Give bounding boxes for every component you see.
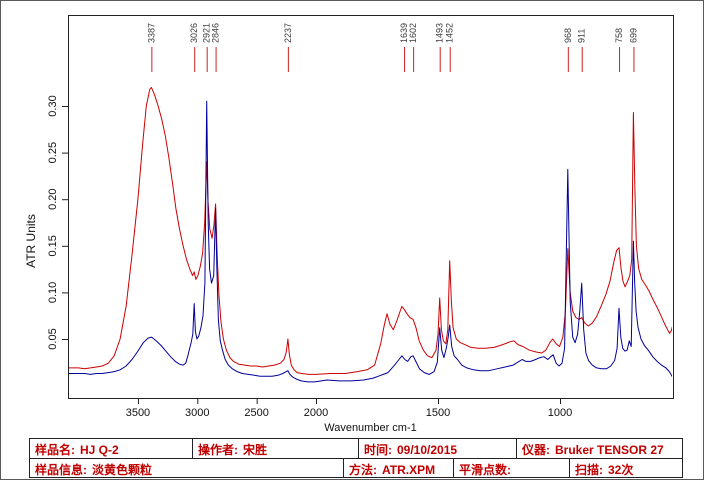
- sample-name-value: HJ Q-2: [80, 443, 119, 457]
- sample-name-label: 样品名:: [35, 443, 75, 457]
- y-tick-label: 0.25: [47, 142, 59, 163]
- x-axis-title: Wavenumber cm-1: [324, 422, 417, 434]
- peak-wavenumber-label: 911: [577, 29, 587, 43]
- operator-value: 宋胜: [243, 443, 268, 457]
- operator-label: 操作者:: [198, 443, 238, 457]
- y-tick-label: 0.10: [47, 282, 59, 303]
- x-tick-label: 3500: [126, 407, 150, 419]
- y-axis: 0.05 0.10 0.15 0.20 0.25 0.30 ATR Units: [24, 95, 68, 350]
- method-label: 方法:: [349, 463, 377, 477]
- peak-wavenumber-label: 1639: [399, 23, 409, 43]
- sample-info-table: 样品名: HJ Q-2 操作者: 宋胜 时间: 09/10/2015 仪器: Bruke…: [29, 438, 683, 478]
- y-tick-label: 0.15: [47, 235, 59, 256]
- y-tick-label: 0.30: [47, 95, 59, 116]
- peak-wavenumber-label: 699: [628, 28, 638, 43]
- peak-wavenumber-label: 1493: [435, 23, 445, 43]
- sample-info-label: 样品信息:: [35, 463, 87, 477]
- scans-label: 扫描:: [575, 463, 603, 477]
- x-tick-label: 1500: [426, 407, 450, 419]
- x-tick-label: 2500: [244, 407, 268, 419]
- operator-cell: 操作者: 宋胜: [193, 439, 359, 458]
- spectra-traces: [69, 86, 672, 383]
- peak-wavenumber-label: 758: [614, 28, 624, 43]
- x-tick-label: 1000: [548, 407, 572, 419]
- sample-name-cell: 样品名: HJ Q-2: [30, 439, 193, 458]
- method-cell: 方法: ATR.XPM: [344, 459, 454, 477]
- scans-value: 32次: [608, 463, 634, 477]
- x-axis: 3500 3000 2500 2000 1500 1000 Wavenumber cm-1: [126, 398, 572, 434]
- y-tick-label: 0.05: [47, 328, 59, 349]
- date-cell: 时间: 09/10/2015: [359, 439, 517, 458]
- smoothing-points-cell: 平滑点数:: [454, 459, 570, 477]
- scans-cell: 扫描: 32次: [570, 459, 682, 477]
- plot-frame: [68, 15, 674, 399]
- peak-wavenumber-label: 2846: [211, 23, 221, 43]
- instrument-value: Bruker TENSOR 27: [555, 443, 664, 457]
- x-tick-label: 2000: [304, 407, 328, 419]
- date-label: 时间:: [364, 443, 392, 457]
- date-value: 09/10/2015: [397, 443, 458, 457]
- smoothing-points-label: 平滑点数:: [459, 463, 511, 477]
- method-value: ATR.XPM: [382, 463, 436, 477]
- peak-wavenumber-label: 1452: [445, 23, 455, 43]
- peak-wavenumber-label: 2921: [202, 23, 212, 43]
- y-tick-label: 0.20: [47, 188, 59, 209]
- instrument-cell: 仪器: Bruker TENSOR 27: [517, 439, 682, 458]
- x-tick-label: 3000: [185, 407, 209, 419]
- y-axis-title: ATR Units: [24, 214, 38, 268]
- peak-wavenumber-label: 1602: [408, 23, 418, 43]
- peak-wavenumber-label: 968: [563, 28, 573, 43]
- peak-wavenumber-label: 3387: [146, 23, 156, 43]
- info-table-row: 样品名: HJ Q-2 操作者: 宋胜 时间: 09/10/2015 仪器: Bruke…: [30, 439, 682, 458]
- peak-wavenumber-label: 3026: [189, 23, 199, 43]
- info-table-row: 样品信息: 淡黄色颗粒 方法: ATR.XPM 平滑点数: 扫描: 32次: [30, 458, 682, 477]
- spectrum-blue_trace: [69, 100, 672, 383]
- sample-info-cell: 样品信息: 淡黄色颗粒: [30, 459, 344, 477]
- sample-info-value: 淡黄色颗粒: [92, 463, 153, 477]
- peak-wavenumber-label: 2237: [283, 23, 293, 43]
- instrument-label: 仪器:: [522, 443, 550, 457]
- spectrum-red_trace: [69, 86, 672, 375]
